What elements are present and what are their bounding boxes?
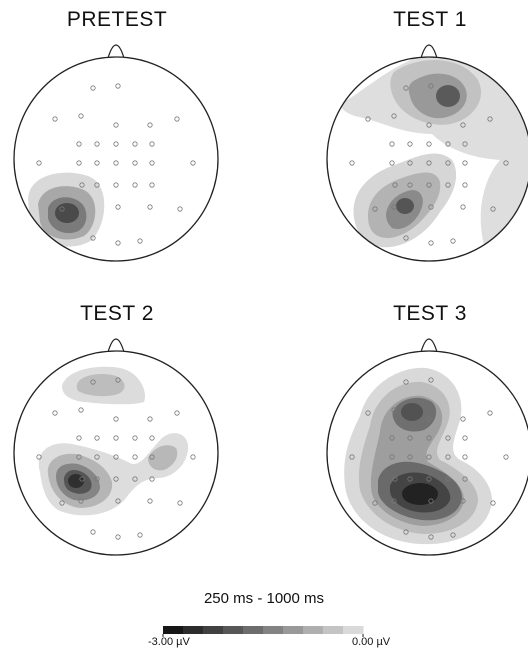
head-map-test1	[326, 44, 528, 262]
time-window-label: 250 ms - 1000 ms	[203, 590, 325, 607]
scale-swatch	[223, 626, 244, 634]
panel-title-test3: TEST 3	[393, 302, 467, 325]
color-scale-bar	[162, 626, 364, 637]
scale-swatch	[303, 626, 324, 634]
scale-swatch	[323, 626, 344, 634]
potential-contours	[38, 366, 189, 516]
scale-swatch	[163, 626, 184, 634]
panel-title-test2: TEST 2	[80, 302, 154, 325]
scale-swatch	[203, 626, 224, 634]
nose-icon	[107, 44, 125, 59]
head-map-pretest	[13, 44, 219, 262]
nose-icon	[420, 338, 438, 353]
nose-icon	[420, 44, 438, 59]
electrode-markers	[349, 83, 509, 246]
electrode-markers	[349, 377, 509, 540]
scale-max-label: 0.00 µV	[352, 636, 391, 648]
potential-contours	[340, 57, 528, 261]
scale-min-label: -3.00 µV	[148, 636, 190, 648]
head-map-test2	[13, 338, 219, 556]
scale-swatch	[243, 626, 264, 634]
panel-title-pretest: PRETEST	[66, 8, 168, 31]
nose-icon	[107, 338, 125, 353]
potential-contours	[28, 172, 105, 247]
electrode-markers	[36, 377, 196, 540]
potential-contours	[344, 367, 492, 545]
scale-swatch	[283, 626, 304, 634]
head-map-test3	[326, 338, 528, 556]
electrode-markers	[36, 83, 196, 246]
scale-swatch	[343, 626, 364, 634]
panel-title-test1: TEST 1	[393, 8, 467, 31]
scale-swatch	[183, 626, 204, 634]
scale-swatch	[263, 626, 284, 634]
